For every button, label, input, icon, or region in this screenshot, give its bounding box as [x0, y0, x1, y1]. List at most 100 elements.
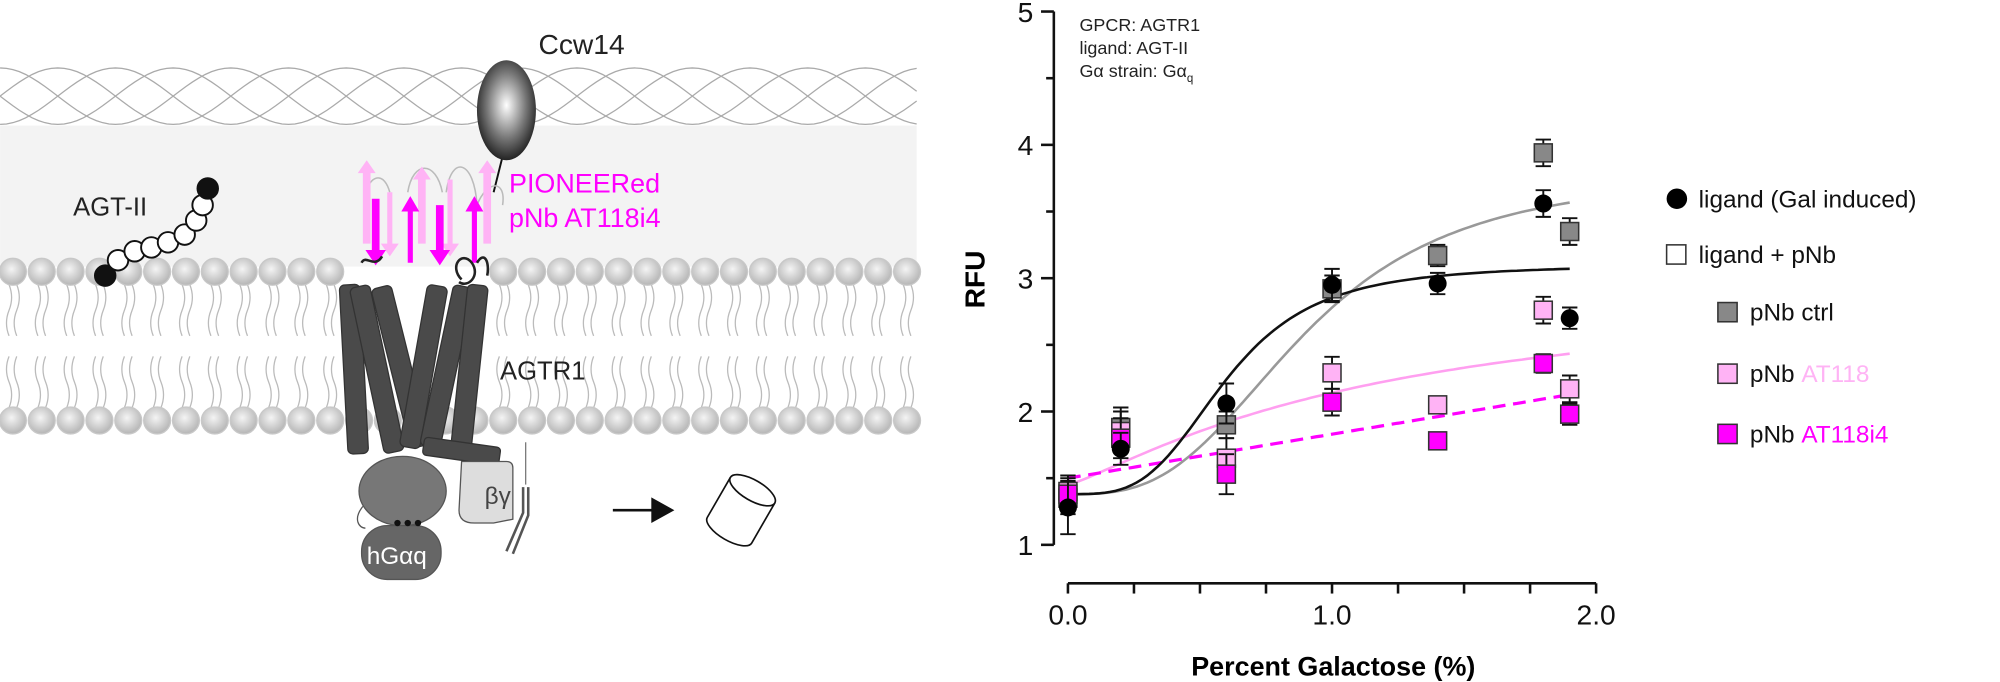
lipid-head [806, 257, 835, 286]
lipid-head [662, 406, 691, 435]
legend-marker-at118 [1717, 363, 1738, 385]
lipid-head [748, 257, 777, 286]
x-axis-label: Percent Galactose (%) [1191, 652, 1475, 682]
lipid-tail [698, 284, 713, 337]
legend-at118i4-prefix: pNb [1750, 421, 1801, 448]
lipid-tail [900, 356, 915, 408]
lipid-head [662, 257, 691, 286]
y-tick-label: 3 [1018, 262, 1034, 294]
lipid-head [287, 257, 316, 286]
lipid-head [143, 257, 172, 286]
rfu-chart: 1 2 3 4 5 0.0 1.0 2.0 RFU Percent Galactose (%)… [959, 0, 1917, 682]
ccw14-anchor-icon [476, 60, 536, 161]
legend-marker-at118i4 [1717, 423, 1738, 445]
lipid-head [200, 257, 229, 286]
point-ligand-gal-induced- [1217, 394, 1236, 413]
lipid-tail [34, 284, 49, 337]
lipid-tail [871, 356, 886, 408]
lipid-head [27, 406, 56, 435]
lipid-tail [92, 284, 107, 337]
data-points [1058, 138, 1580, 536]
lipid-tail [5, 356, 20, 408]
lipid-tail [726, 356, 742, 408]
point-pnb-at118i4 [1427, 431, 1448, 451]
lipid-tail [525, 356, 540, 408]
lipid-head [200, 406, 229, 435]
lipid-head [633, 257, 662, 286]
lipid-tail [611, 284, 626, 337]
lipid-head [114, 406, 143, 435]
lipid-tail [640, 284, 655, 337]
fit-curves [1067, 201, 1570, 496]
annotation-strain-text: Gα strain: Gα [1079, 61, 1186, 81]
point-pnb-ctrl [1559, 221, 1580, 242]
lipid-tail [150, 284, 165, 337]
x-tick-label: 1.0 [1312, 598, 1351, 630]
legend-label-ligand-pnb: ligand + pNb [1699, 242, 1836, 269]
lipid-head [287, 406, 316, 435]
lipid-tail [640, 356, 655, 408]
agt-ii-peptide-icon [93, 177, 219, 287]
annotation-strain-sub: q [1187, 73, 1193, 85]
lipid-tail [755, 356, 770, 408]
lipid-head [171, 406, 201, 435]
y-tick-label: 4 [1018, 129, 1034, 161]
cell-wall-fiber [0, 67, 917, 125]
y-tick-label: 5 [1018, 0, 1034, 28]
point-pnb-at118 [1559, 379, 1580, 399]
lipid-tail [842, 284, 857, 337]
point-ligand-gal-induced- [1428, 274, 1447, 293]
annotation-strain: Gα strain: Gαq [1079, 61, 1193, 85]
lipid-head [229, 257, 258, 286]
y-tick-label: 2 [1018, 396, 1034, 428]
lipid-tail [871, 284, 886, 337]
lipid-head [517, 257, 547, 286]
lipid-tail [178, 356, 194, 408]
lipid-tail [900, 284, 915, 337]
nanobody-strands-icon [357, 160, 504, 285]
lipid-tail [525, 284, 540, 337]
y-axis-label: RFU [959, 250, 991, 308]
lipid-tail [294, 356, 309, 408]
cell-wall-fiber [0, 67, 917, 125]
lipid-head [777, 406, 806, 435]
lipid-head [777, 257, 806, 286]
nanobody-label-line2: pNb AT118i4 [509, 203, 661, 233]
legend-marker-ligand-pnb [1665, 244, 1687, 265]
lipid-tail [698, 356, 713, 408]
lipid-head [489, 406, 518, 435]
lipid-tail [784, 284, 799, 337]
lipid-tail [813, 356, 828, 408]
point-pnb-ctrl [1533, 143, 1554, 163]
lipid-head [748, 406, 777, 435]
ccw14-label: Ccw14 [538, 28, 624, 60]
lipid-tail [669, 284, 684, 337]
lipid-tail [63, 356, 78, 408]
lipid-head [575, 406, 604, 435]
point-pnb-at118 [1427, 395, 1448, 415]
lipid-tail [265, 284, 280, 337]
lipid-head [143, 406, 172, 435]
lipid-head [229, 406, 258, 435]
lipid-tail [496, 284, 511, 337]
lipid-head [719, 406, 749, 435]
lipid-tail [63, 284, 78, 337]
lipid-tail [121, 356, 136, 408]
lipid-head [864, 257, 893, 286]
lipid-head [56, 406, 85, 435]
legend-at118i4-name: AT118i4 [1801, 421, 1888, 448]
chart-annotation: GPCR: AGTR1 ligand: AGT-II Gα strain: Gα… [1079, 15, 1200, 85]
lipid-head [575, 257, 604, 286]
lipid-tail [611, 356, 626, 408]
lipid-head [546, 257, 576, 286]
lipid-tail [236, 356, 251, 408]
lipid-head [27, 257, 56, 286]
lipid-tail [755, 284, 770, 337]
legend-at118-prefix: pNb [1750, 361, 1801, 388]
lipid-head [316, 257, 345, 286]
lipid-head [517, 406, 547, 435]
lipid-head [806, 406, 835, 435]
lipid-head [258, 406, 287, 435]
cell-wall [0, 67, 918, 125]
